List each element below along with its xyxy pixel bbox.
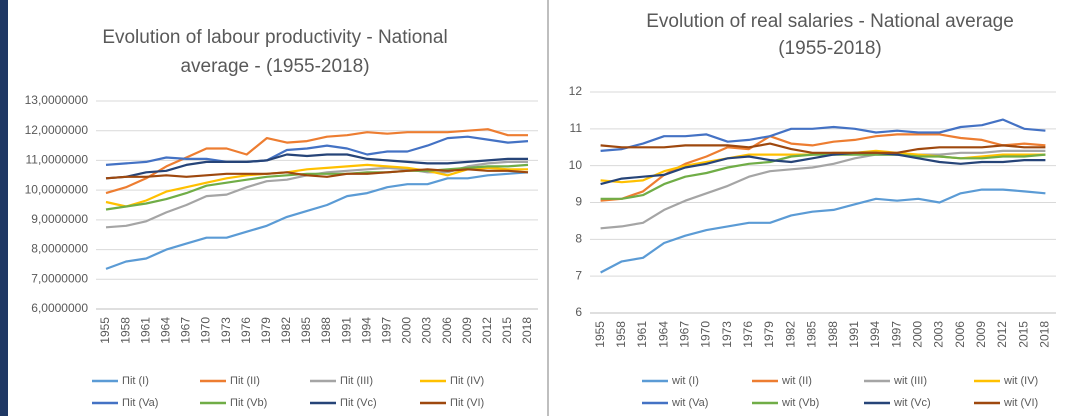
x-tick-label: 2012 — [995, 321, 1009, 348]
x-tick-label: 2018 — [520, 317, 534, 344]
y-tick-label: 12 — [569, 84, 583, 98]
y-tick-label: 7,0000000 — [31, 271, 88, 285]
legend-label: Πit (IV) — [450, 375, 484, 387]
x-tick-label: 1982 — [279, 317, 293, 344]
legend-label: Πit (III) — [340, 375, 373, 387]
legend-label: wit (III) — [893, 375, 927, 387]
x-tick-label: 1958 — [118, 317, 132, 344]
legend-label: wit (Vb) — [781, 397, 819, 409]
x-tick-label: 1988 — [826, 321, 840, 348]
x-tick-label: 1970 — [199, 317, 213, 344]
y-tick-label: 8,0000000 — [31, 242, 88, 256]
x-tick-label: 2012 — [480, 317, 494, 344]
x-tick-label: 1976 — [741, 321, 755, 348]
y-tick-label: 6,0000000 — [31, 301, 88, 315]
legend-label: wit (VI) — [1003, 397, 1038, 409]
x-tick-label: 1967 — [179, 317, 193, 344]
x-tick-label: 2003 — [420, 317, 434, 344]
data-line — [600, 149, 1046, 230]
x-tick-label: 1955 — [98, 317, 112, 344]
data-line — [105, 153, 528, 180]
left-border — [0, 0, 8, 416]
x-tick-label: 2009 — [974, 321, 988, 348]
x-tick-label: 1961 — [635, 321, 649, 348]
y-tick-label: 6 — [575, 305, 582, 319]
x-tick-label: 1979 — [762, 321, 776, 348]
x-tick-label: 1973 — [219, 317, 233, 344]
data-line — [105, 163, 528, 208]
data-line — [105, 135, 529, 166]
x-tick-label: 2018 — [1038, 321, 1052, 348]
x-tick-label: 1988 — [319, 317, 333, 344]
x-tick-label: 2006 — [953, 321, 967, 348]
y-tick-label: 12,0000000 — [25, 123, 89, 137]
data-line — [600, 188, 1046, 274]
legend-label: Πit (Vb) — [230, 397, 267, 409]
legend-label: Πit (VI) — [450, 397, 484, 409]
x-tick-label: 1970 — [699, 321, 713, 348]
x-tick-label: 1964 — [158, 317, 172, 344]
y-tick-label: 11,0000000 — [25, 153, 88, 167]
y-tick-label: 7 — [575, 268, 582, 282]
x-tick-label: 2003 — [932, 321, 946, 348]
x-tick-label: 1982 — [783, 321, 797, 348]
y-tick-label: 10 — [569, 158, 583, 172]
x-tick-label: 1997 — [379, 317, 393, 344]
data-line — [105, 168, 529, 180]
data-line — [600, 142, 1046, 154]
y-tick-label: 10,0000000 — [25, 182, 89, 196]
x-tick-label: 1955 — [593, 321, 607, 348]
data-line — [600, 151, 1046, 186]
data-line — [105, 163, 529, 211]
x-tick-label: 1976 — [239, 317, 253, 344]
x-tick-label: 2006 — [440, 317, 454, 344]
y-tick-label: 9 — [575, 195, 582, 209]
legend-label: Πit (I) — [122, 375, 149, 387]
x-tick-label: 2000 — [910, 321, 924, 348]
legend-label: Πit (II) — [230, 375, 260, 387]
x-tick-label: 1967 — [677, 321, 691, 348]
x-tick-label: 2015 — [500, 317, 514, 344]
y-tick-label: 9,0000000 — [31, 212, 88, 226]
x-tick-label: 1961 — [138, 317, 152, 344]
chart-title: average - (1955-2018) — [180, 56, 369, 77]
data-line — [600, 118, 1046, 152]
y-tick-label: 11 — [570, 121, 583, 135]
y-tick-label: 13,0000000 — [25, 93, 89, 107]
y-tick-label: 8 — [575, 232, 582, 246]
data-line — [105, 171, 529, 270]
x-tick-label: 1991 — [339, 317, 353, 344]
x-tick-label: 1985 — [805, 321, 819, 348]
chart-title: (1955-2018) — [778, 38, 882, 59]
x-tick-label: 1994 — [868, 321, 882, 348]
x-tick-label: 1964 — [656, 321, 670, 348]
x-tick-label: 1958 — [614, 321, 628, 348]
chart-title: Evolution of real salaries - National av… — [646, 11, 1014, 32]
x-tick-label: 1979 — [259, 317, 273, 344]
x-tick-label: 2015 — [1016, 321, 1030, 348]
legend-label: wit (IV) — [1003, 375, 1038, 387]
chart-title: Evolution of labour productivity - Natio… — [102, 27, 447, 48]
x-tick-label: 1991 — [847, 321, 861, 348]
data-line — [105, 128, 528, 195]
x-tick-label: 2000 — [400, 317, 414, 344]
legend-label: wit (I) — [671, 375, 699, 387]
x-tick-label: 1973 — [720, 321, 734, 348]
x-tick-label: 1994 — [359, 317, 373, 344]
legend-label: Πit (Va) — [122, 397, 158, 409]
legend-label: wit (Va) — [671, 397, 708, 409]
data-line — [600, 153, 1046, 200]
legend-label: wit (Vc) — [893, 397, 931, 409]
x-tick-label: 1985 — [299, 317, 313, 344]
x-tick-label: 1997 — [889, 321, 903, 348]
legend-label: wit (II) — [781, 375, 812, 387]
x-tick-label: 2009 — [460, 317, 474, 344]
legend-label: Πit (Vc) — [340, 397, 377, 409]
